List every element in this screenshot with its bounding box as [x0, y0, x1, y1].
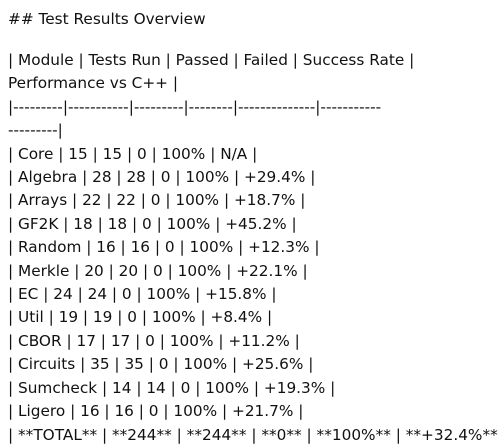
table-row: | GF2K | 18 | 18 | 0 | 100% | +45.2% |	[8, 214, 297, 233]
table-row: | Core | 15 | 15 | 0 | 100% | N/A |	[8, 144, 258, 163]
table-header-line-1: | Module | Tests Run | Passed | Failed |…	[8, 51, 415, 69]
table-row: | Arrays | 22 | 22 | 0 | 100% | +18.7% |	[8, 191, 306, 210]
table-row-total: | **TOTAL** | **244** | **244** | **0** …	[8, 425, 500, 444]
table-header-line-2: Performance vs C++ |	[8, 74, 179, 93]
table-row: | Algebra | 28 | 28 | 0 | 100% | +29.4% …	[8, 168, 316, 187]
table-row: | CBOR | 17 | 17 | 0 | 100% | +11.2% |	[8, 331, 300, 350]
markdown-document: ## Test Results Overview | Module | Test…	[8, 8, 500, 447]
document-heading: ## Test Results Overview	[8, 10, 206, 28]
table-row: | Sumcheck | 14 | 14 | 0 | 100% | +19.3%…	[8, 378, 336, 397]
table-rows: | Core | 15 | 15 | 0 | 100% | N/A | | Al…	[8, 143, 500, 447]
table-row: | Merkle | 20 | 20 | 0 | 100% | +22.1% |	[8, 261, 308, 280]
table-separator-line-2: ---------|	[8, 121, 63, 140]
table-row: | Circuits | 35 | 35 | 0 | 100% | +25.6%…	[8, 355, 314, 374]
table-row: | Util | 19 | 19 | 0 | 100% | +8.4% |	[8, 308, 273, 327]
table-row: | EC | 24 | 24 | 0 | 100% | +15.8% |	[8, 285, 277, 304]
table-separator-line-1: |---------|-----------|---------|-------…	[8, 97, 382, 116]
table-row: | Random | 16 | 16 | 0 | 100% | +12.3% |	[8, 238, 320, 257]
